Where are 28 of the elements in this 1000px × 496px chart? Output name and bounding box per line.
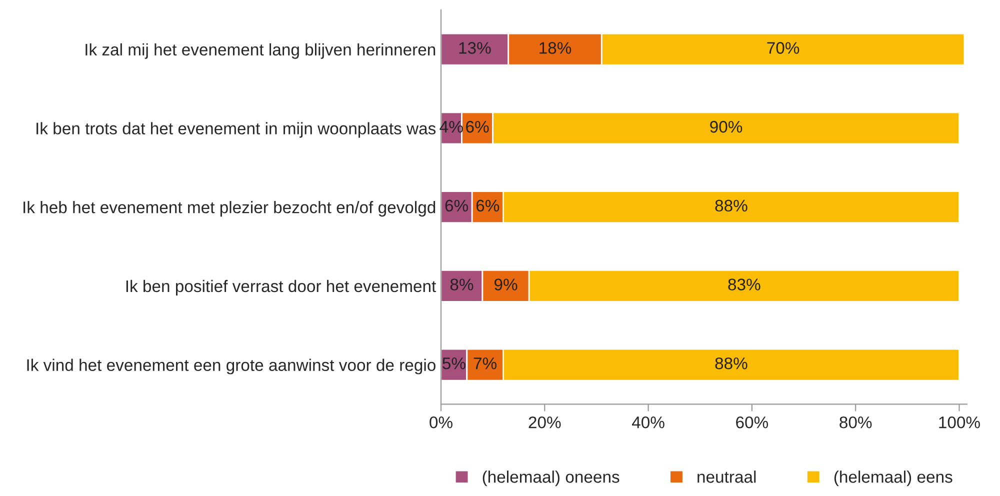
x-tick-label: 100%	[939, 416, 980, 428]
x-tick-label: 60%	[736, 416, 768, 428]
y-tick-label: Ik ben trots dat het evenement in mijn woonplaats was	[36, 122, 436, 138]
data-label: 83%	[728, 278, 760, 290]
data-label: 8%	[450, 278, 474, 290]
legend-label: (helemaal) eens	[834, 470, 952, 486]
data-label: 6%	[466, 120, 489, 133]
data-label: 18%	[540, 42, 572, 54]
y-tick-label: Ik heb het evenement met plezier bezocht en/of gevolgd	[24, 201, 436, 217]
x-tick-label: 20%	[528, 416, 561, 428]
data-label: 13%	[459, 42, 491, 54]
legend-label: (helemaal) oneens	[482, 470, 620, 486]
data-label: 9%	[494, 278, 518, 290]
data-label: 88%	[715, 200, 748, 212]
data-label: 7%	[474, 358, 496, 370]
x-tick-label: 0%	[430, 416, 452, 428]
x-tick-label: 80%	[840, 416, 872, 428]
data-label: 6%	[445, 200, 468, 212]
y-tick-label: Ik vind het evenement een grote aanwinst voor de regio	[27, 358, 436, 374]
x-tick-label: 40%	[632, 416, 664, 428]
y-tick-label: Ik zal mij het evenement lang blijven herinneren	[86, 43, 436, 59]
y-tick-label: Ik ben positief verrast door het evenement	[126, 280, 436, 296]
data-label: 90%	[710, 120, 742, 133]
data-label: 88%	[715, 357, 748, 370]
data-label: 70%	[767, 42, 800, 54]
data-label: 6%	[476, 200, 500, 212]
data-label: 5%	[442, 358, 466, 370]
legend-label: neutraal	[698, 470, 756, 483]
